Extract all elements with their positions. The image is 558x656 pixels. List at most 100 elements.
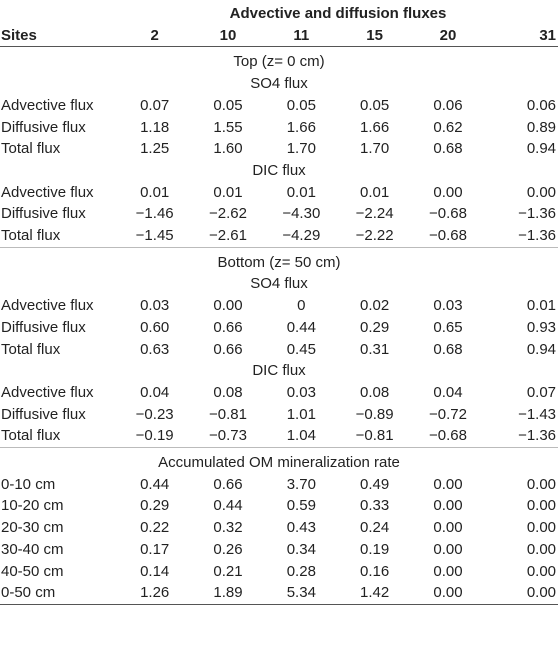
table-cell: 0.33 bbox=[360, 497, 390, 515]
table-cell: −1.43 bbox=[518, 405, 557, 423]
subsection-heading-so4: SO4 flux bbox=[250, 275, 308, 293]
column-header-site: 31 bbox=[484, 24, 558, 48]
table-cell: −1.45 bbox=[118, 225, 192, 248]
table-cell: −1.36 bbox=[518, 205, 557, 223]
table-cell: 1.55 bbox=[213, 118, 243, 136]
row-label: Total flux bbox=[1, 340, 61, 358]
table-cell: 0.01 bbox=[286, 183, 316, 201]
table-cell: 0.08 bbox=[360, 383, 390, 401]
table-cell: 0.59 bbox=[286, 497, 316, 515]
table-cell: 1.01 bbox=[286, 405, 316, 423]
table-cell: 0.28 bbox=[286, 562, 316, 580]
table-cell: 0.00 bbox=[411, 582, 485, 605]
table-cell: 0.00 bbox=[484, 582, 558, 605]
table-cell: 0.05 bbox=[286, 96, 316, 114]
table-cell: 0.00 bbox=[433, 540, 463, 558]
section-heading-om-row: Accumulated OM mineralization rate bbox=[0, 452, 558, 474]
column-header-site: 11 bbox=[264, 24, 338, 48]
table-cell: 3.70 bbox=[286, 475, 316, 493]
table-cell: 1.66 bbox=[286, 118, 316, 136]
table-cell: 0.03 bbox=[140, 297, 170, 315]
row-label: 30-40 cm bbox=[1, 540, 64, 558]
table-cell: 0.03 bbox=[286, 383, 316, 401]
row-label: Total flux bbox=[0, 225, 118, 248]
table-cell: 0.93 bbox=[526, 318, 557, 336]
table-cell: 5.34 bbox=[264, 582, 338, 605]
header-row: Sites 2 10 11 15 20 31 bbox=[0, 24, 558, 48]
table-cell: 0.00 bbox=[526, 540, 557, 558]
table-cell: 0.26 bbox=[213, 540, 243, 558]
table-cell: 1.70 bbox=[360, 140, 390, 158]
table-cell: 0.32 bbox=[213, 519, 243, 537]
table-cell: 0.01 bbox=[213, 183, 243, 201]
table-cell: 0.07 bbox=[140, 96, 170, 114]
table-cell: −0.68 bbox=[411, 225, 485, 248]
table-cell: 0.06 bbox=[526, 96, 557, 114]
table-cell: 0.00 bbox=[526, 183, 557, 201]
table-row: 10-20 cm 0.29 0.44 0.59 0.33 0.00 0.00 bbox=[0, 495, 558, 517]
row-label: Advective flux bbox=[1, 297, 94, 315]
row-label: 10-20 cm bbox=[1, 497, 64, 515]
table-cell: 0.62 bbox=[433, 118, 463, 136]
table-cell: −1.36 bbox=[484, 225, 558, 248]
column-header-site: 10 bbox=[191, 24, 265, 48]
row-label: Diffusive flux bbox=[1, 118, 86, 136]
table-cell: 0.07 bbox=[526, 383, 557, 401]
row-label: 0-10 cm bbox=[1, 475, 56, 493]
table-cell: 0.29 bbox=[140, 497, 170, 515]
table-cell: 0.00 bbox=[433, 183, 463, 201]
table-cell: 1.42 bbox=[337, 582, 412, 605]
subsection-heading-dic-row: DIC flux bbox=[0, 160, 558, 182]
section-heading-bottom-row: Bottom (z= 50 cm) bbox=[0, 252, 558, 274]
table-cell: 0.04 bbox=[433, 383, 463, 401]
table-cell: −0.89 bbox=[355, 405, 394, 423]
table-cell: 1.18 bbox=[140, 118, 170, 136]
table-cell: −0.73 bbox=[191, 425, 265, 449]
table-row: 30-40 cm 0.17 0.26 0.34 0.19 0.00 0.00 bbox=[0, 539, 558, 561]
table-row: Advective flux 0.03 0.00 0 0.02 0.03 0.01 bbox=[0, 295, 558, 317]
table-cell: 0.08 bbox=[213, 383, 243, 401]
table-cell: 0.44 bbox=[140, 475, 170, 493]
table-cell: 0.17 bbox=[140, 540, 170, 558]
section-heading-top: Top (z= 0 cm) bbox=[233, 53, 325, 71]
table-cell: 0.04 bbox=[140, 383, 170, 401]
table-cell: 0.00 bbox=[526, 519, 557, 537]
table-cell: −2.62 bbox=[209, 205, 247, 223]
flux-table: Advective and diffusion fluxes Sites 2 1… bbox=[0, 0, 558, 605]
column-header-site: 2 bbox=[118, 24, 192, 48]
table-row: Total flux 1.25 1.60 1.70 1.70 0.68 0.94 bbox=[0, 138, 558, 160]
table-cell: 0.49 bbox=[360, 475, 390, 493]
row-label: Advective flux bbox=[1, 183, 94, 201]
table-cell: 1.66 bbox=[360, 118, 390, 136]
table-cell: 0.44 bbox=[286, 318, 316, 336]
table-cell: 1.70 bbox=[286, 140, 316, 158]
row-label: Diffusive flux bbox=[1, 318, 86, 336]
table-row: Advective flux 0.01 0.01 0.01 0.01 0.00 0.00 bbox=[0, 182, 558, 204]
column-header-sites: Sites bbox=[0, 24, 118, 48]
row-label: Diffusive flux bbox=[1, 205, 86, 223]
row-label: 0-50 cm bbox=[0, 582, 118, 605]
table-row: 20-30 cm 0.22 0.32 0.43 0.24 0.00 0.00 bbox=[0, 517, 558, 539]
table-cell: 0.94 bbox=[526, 340, 557, 358]
section-heading-bottom: Bottom (z= 50 cm) bbox=[217, 253, 341, 271]
table-cell: 0.31 bbox=[360, 340, 390, 358]
table-cell: 0.00 bbox=[526, 497, 557, 515]
table-cell: −0.81 bbox=[337, 425, 412, 449]
section-heading-om: Accumulated OM mineralization rate bbox=[158, 454, 400, 472]
table-cell: −2.24 bbox=[355, 205, 394, 223]
title-row: Advective and diffusion fluxes bbox=[0, 0, 558, 25]
table-cell: 0 bbox=[297, 297, 306, 315]
table-cell: 0.06 bbox=[433, 96, 463, 114]
table-cell: −0.81 bbox=[209, 405, 247, 423]
table-cell: 0.63 bbox=[140, 340, 170, 358]
table-cell: −4.29 bbox=[264, 225, 338, 248]
row-label: Advective flux bbox=[1, 383, 94, 401]
table-cell: 0.45 bbox=[286, 340, 316, 358]
subsection-heading-dic-row: DIC flux bbox=[0, 360, 558, 382]
table-row: Advective flux 0.07 0.05 0.05 0.05 0.06 0.06 bbox=[0, 95, 558, 117]
table-cell: 0.00 bbox=[526, 475, 557, 493]
table-cell: 0.01 bbox=[360, 183, 390, 201]
table-cell: 0.19 bbox=[360, 540, 390, 558]
subsection-heading-so4: SO4 flux bbox=[250, 75, 308, 93]
table-cell: 0.03 bbox=[433, 297, 463, 315]
